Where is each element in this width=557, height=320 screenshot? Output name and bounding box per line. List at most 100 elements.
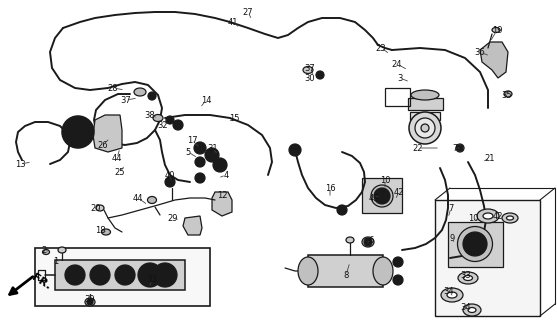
Circle shape [71, 271, 79, 279]
Bar [362, 178, 402, 213]
Bar [55, 260, 185, 290]
Circle shape [166, 116, 174, 124]
Ellipse shape [96, 205, 104, 211]
Text: 36: 36 [475, 47, 485, 57]
Circle shape [195, 173, 205, 183]
Circle shape [145, 270, 155, 280]
Ellipse shape [42, 250, 50, 254]
Circle shape [90, 265, 110, 285]
Ellipse shape [371, 185, 393, 207]
Text: 33: 33 [461, 271, 471, 281]
Ellipse shape [101, 229, 110, 235]
Ellipse shape [468, 308, 476, 313]
Text: 42: 42 [394, 188, 404, 196]
Bar [448, 222, 503, 267]
Ellipse shape [456, 144, 464, 152]
Bar [408, 98, 443, 110]
Circle shape [213, 158, 227, 172]
Text: 17: 17 [187, 135, 197, 145]
Circle shape [62, 116, 94, 148]
Circle shape [364, 238, 372, 246]
Circle shape [393, 275, 403, 285]
Text: 11: 11 [146, 276, 157, 284]
Text: 44: 44 [112, 154, 122, 163]
Text: 32: 32 [158, 121, 168, 130]
Text: 37: 37 [305, 63, 315, 73]
Text: 19: 19 [492, 26, 502, 35]
Circle shape [96, 271, 104, 279]
Text: 25: 25 [115, 167, 125, 177]
Ellipse shape [441, 288, 463, 302]
Ellipse shape [148, 196, 157, 204]
Ellipse shape [346, 237, 354, 243]
Text: 43: 43 [369, 194, 379, 203]
Circle shape [195, 157, 205, 167]
Text: 15: 15 [229, 114, 240, 123]
Ellipse shape [457, 227, 492, 261]
Circle shape [153, 263, 177, 287]
Circle shape [138, 263, 162, 287]
Circle shape [148, 92, 156, 100]
Text: 1: 1 [53, 258, 58, 267]
Ellipse shape [483, 213, 493, 219]
Text: 10: 10 [468, 213, 478, 222]
Ellipse shape [415, 118, 435, 138]
Text: 12: 12 [217, 190, 227, 199]
Text: 38: 38 [145, 110, 155, 119]
Ellipse shape [303, 67, 313, 74]
Text: 37: 37 [121, 95, 131, 105]
Circle shape [393, 257, 403, 267]
Text: 40: 40 [165, 171, 175, 180]
Ellipse shape [58, 247, 66, 253]
Circle shape [87, 299, 93, 305]
Ellipse shape [298, 257, 318, 285]
Ellipse shape [447, 292, 457, 298]
Text: 21: 21 [485, 154, 495, 163]
Circle shape [471, 240, 479, 248]
Text: FR.: FR. [30, 272, 53, 292]
Bar [435, 200, 540, 316]
Ellipse shape [409, 112, 441, 144]
Circle shape [289, 144, 301, 156]
Text: 20: 20 [91, 204, 101, 212]
Text: 23: 23 [375, 44, 387, 52]
Ellipse shape [134, 88, 146, 96]
Text: 29: 29 [168, 213, 178, 222]
Text: 4: 4 [223, 171, 228, 180]
Text: 5: 5 [185, 148, 190, 156]
Polygon shape [212, 192, 232, 216]
Text: 18: 18 [95, 226, 105, 235]
Text: 30: 30 [305, 74, 315, 83]
Ellipse shape [362, 237, 374, 247]
Text: 6: 6 [368, 236, 374, 244]
Ellipse shape [502, 213, 518, 223]
Text: 13: 13 [14, 159, 25, 169]
Text: 34: 34 [461, 303, 471, 313]
Polygon shape [183, 216, 202, 235]
Ellipse shape [153, 115, 163, 122]
Text: 39: 39 [85, 295, 95, 305]
Ellipse shape [477, 209, 499, 223]
Circle shape [160, 270, 170, 280]
Circle shape [173, 120, 183, 130]
Bar [308, 255, 383, 287]
Ellipse shape [411, 90, 439, 100]
Circle shape [165, 177, 175, 187]
Circle shape [121, 271, 129, 279]
Ellipse shape [458, 272, 478, 284]
Circle shape [457, 145, 463, 151]
Circle shape [374, 188, 390, 204]
Text: 10: 10 [380, 175, 390, 185]
Text: 8: 8 [343, 270, 349, 279]
Text: 3: 3 [397, 74, 403, 83]
Polygon shape [480, 42, 508, 78]
Ellipse shape [506, 216, 514, 220]
Text: 35: 35 [502, 91, 512, 100]
Text: 44: 44 [133, 194, 143, 203]
Ellipse shape [463, 304, 481, 316]
Bar [35, 248, 210, 306]
Ellipse shape [421, 124, 429, 132]
Ellipse shape [492, 28, 500, 33]
Circle shape [65, 265, 85, 285]
Text: 34: 34 [444, 287, 455, 297]
